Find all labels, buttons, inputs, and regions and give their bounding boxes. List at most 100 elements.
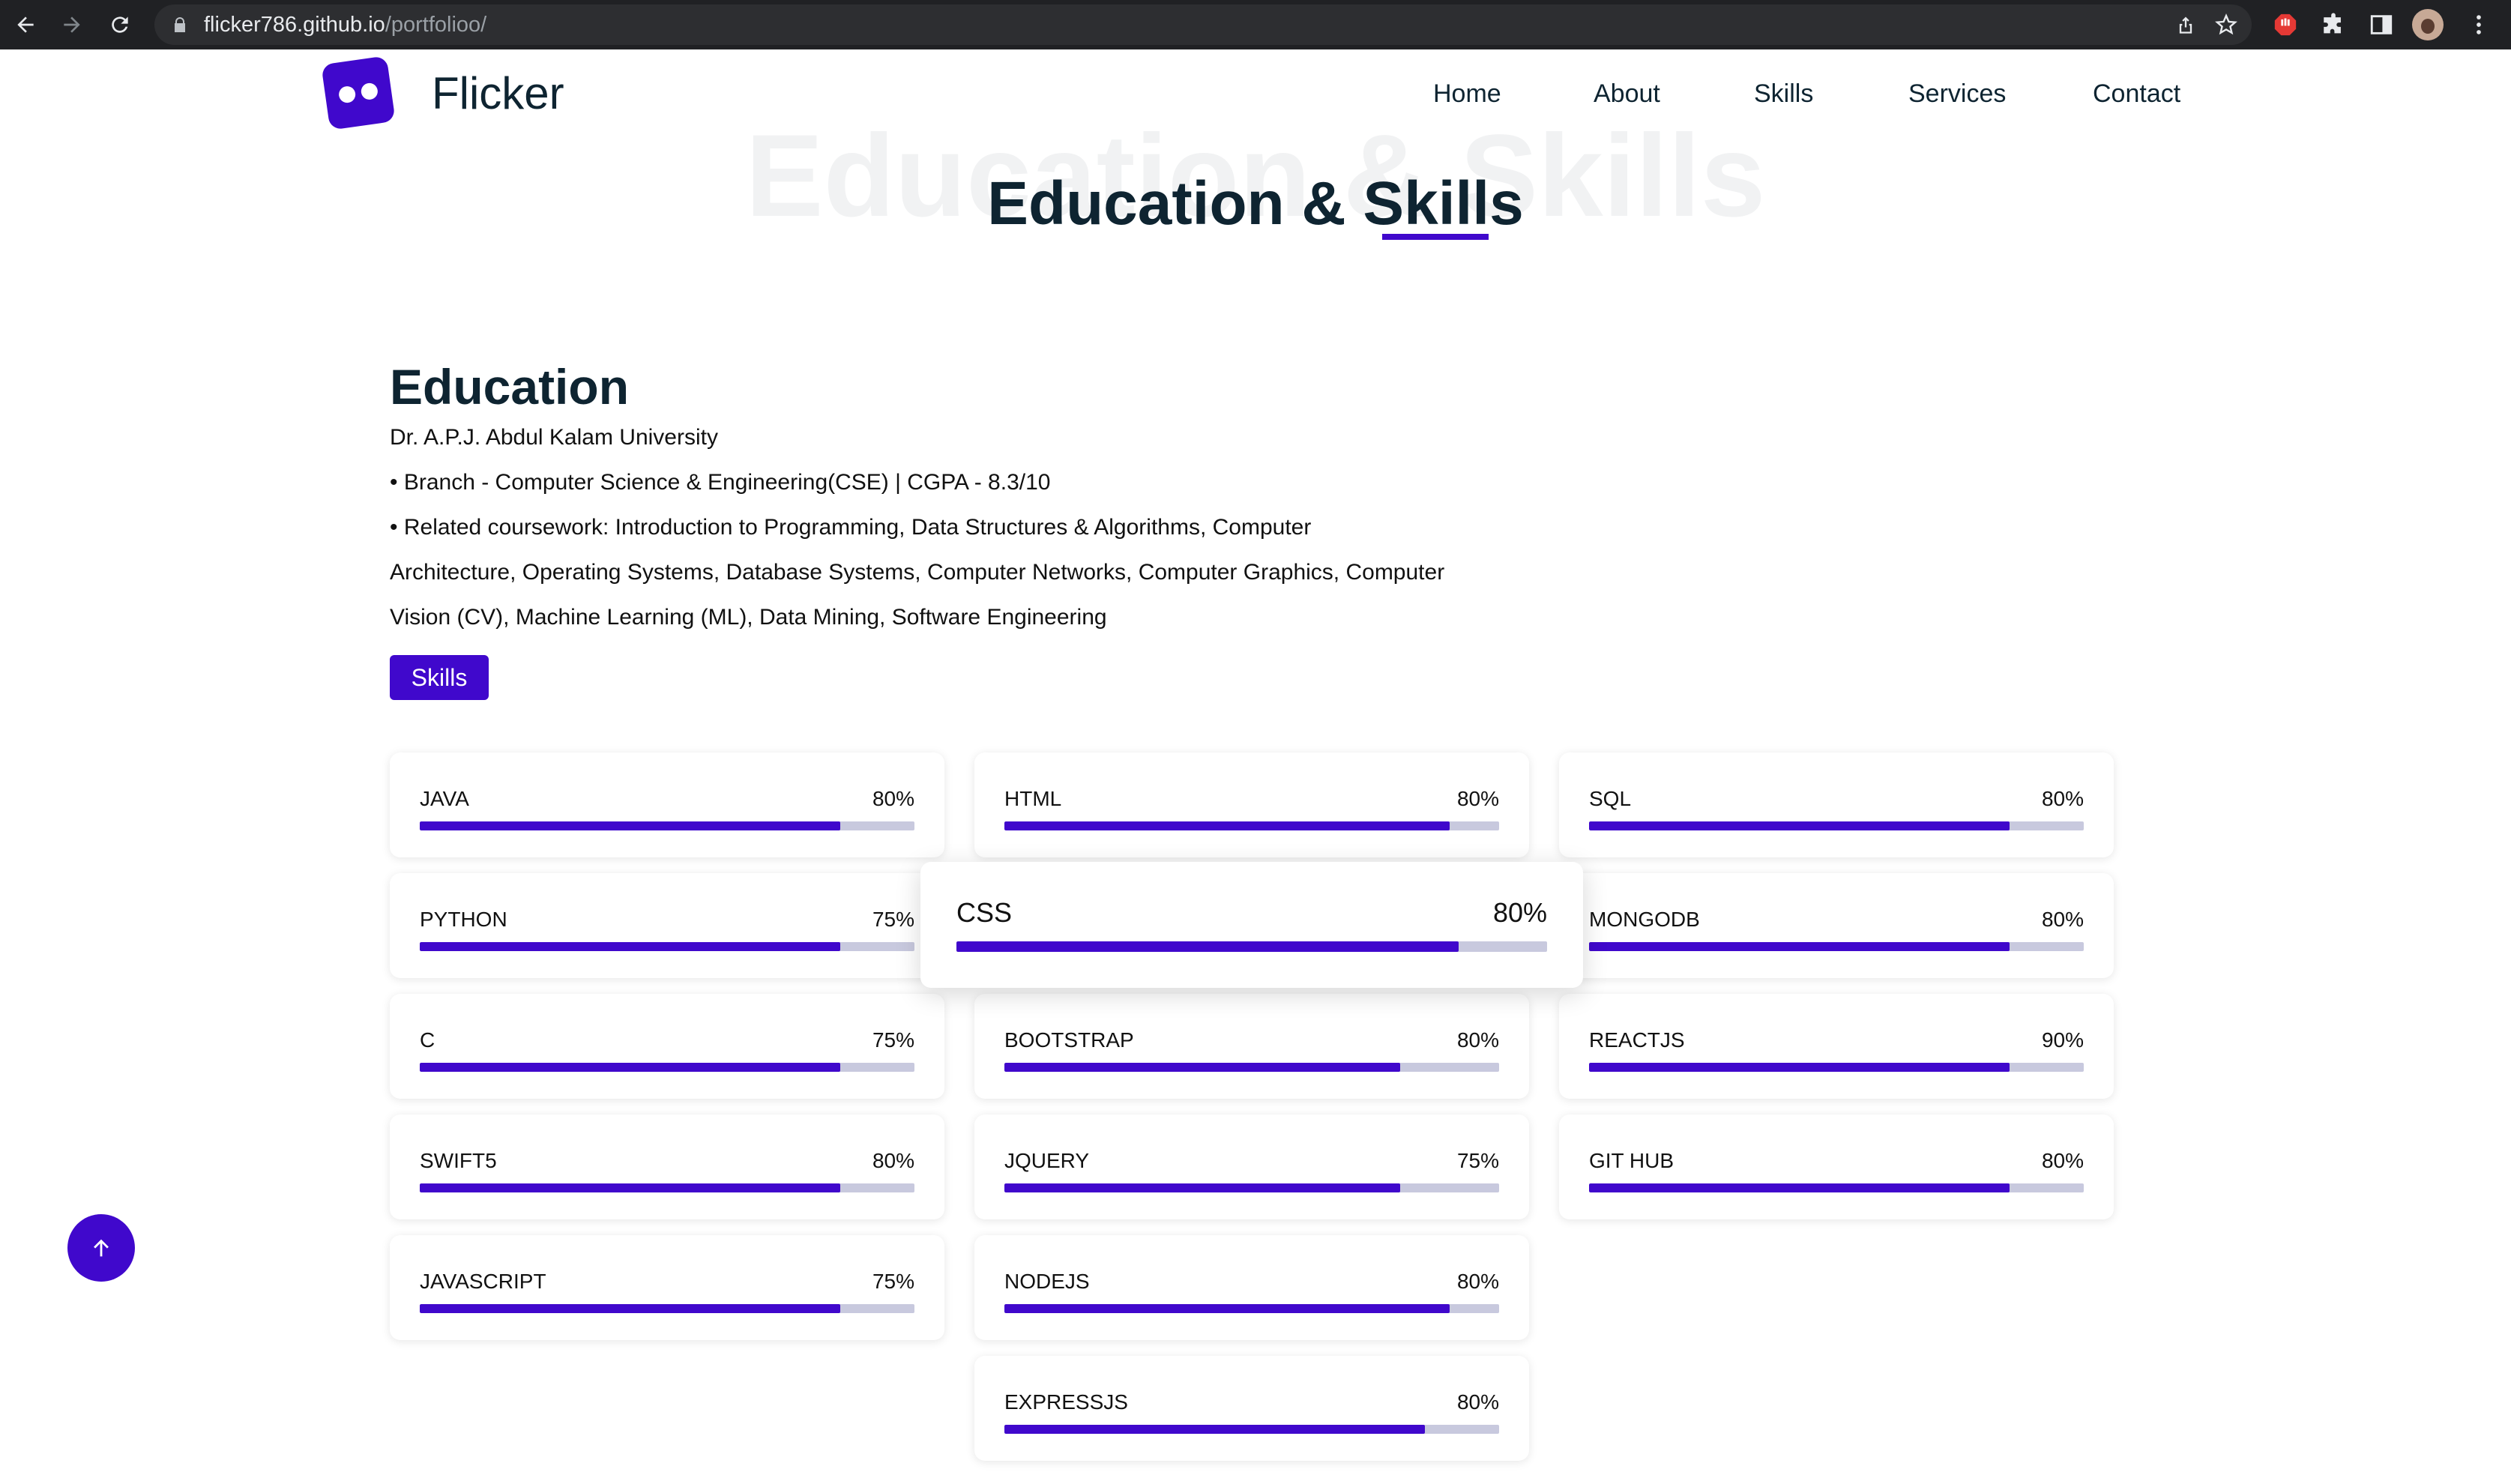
skill-card-nodejs[interactable]: NODEJS 80% [974, 1235, 1529, 1340]
skill-progress-track [1004, 1183, 1499, 1192]
skill-progress-fill [956, 941, 1459, 952]
skill-card-css[interactable]: CSS 80% [920, 862, 1583, 988]
nav-contact[interactable]: Contact [2093, 79, 2181, 108]
skill-progress-fill [1004, 1183, 1400, 1192]
skill-percent: 75% [1456, 1149, 1499, 1172]
education-university: Dr. A.P.J. Abdul Kalam University [390, 425, 718, 450]
skill-name: PYTHON [420, 908, 507, 931]
skill-name: SQL [1589, 787, 1632, 810]
education-coursework-line-1: • Related coursework: Introduction to Pr… [390, 515, 1312, 540]
skill-progress-track [1004, 821, 1499, 830]
skill-card-expressjs[interactable]: EXPRESSJS 80% [974, 1356, 1529, 1461]
nav-services[interactable]: Services [1908, 79, 2007, 108]
skill-progress-track [420, 1183, 914, 1192]
skill-name: JAVASCRIPT [420, 1270, 546, 1293]
skill-progress-fill [1589, 1183, 2010, 1192]
skill-progress-track [420, 942, 914, 951]
skill-progress-fill [1589, 821, 2010, 830]
profile-avatar-icon[interactable] [2412, 9, 2444, 40]
education-coursework-line-3: Vision (CV), Machine Learning (ML), Data… [390, 605, 1107, 630]
skill-percent: 80% [2041, 1149, 2084, 1172]
skill-card-java[interactable]: JAVA 80% [390, 752, 944, 857]
extensions-puzzle-icon[interactable] [2318, 9, 2349, 40]
skill-card-html[interactable]: HTML 80% [974, 752, 1529, 857]
skill-progress-fill [1004, 821, 1450, 830]
back-arrow-icon[interactable] [7, 7, 43, 43]
skill-percent: 90% [2041, 1028, 2084, 1052]
education-coursework-line-2: Architecture, Operating Systems, Databas… [390, 560, 1445, 585]
skill-progress-fill [420, 942, 840, 951]
browser-toolbar: flicker786.github.io/portfolioo/ [0, 0, 2511, 49]
skill-percent: 80% [2041, 787, 2084, 810]
skill-percent: 75% [872, 908, 914, 931]
section-ghost-title: Education & Skills [745, 111, 1766, 241]
scroll-top-button[interactable] [67, 1214, 135, 1282]
skill-name: GIT HUB [1589, 1149, 1674, 1172]
nav-skills[interactable]: Skills [1754, 79, 1814, 108]
skill-name: CSS [956, 897, 1013, 928]
skill-card-javascript[interactable]: JAVASCRIPT 75% [390, 1235, 944, 1340]
address-bar[interactable]: flicker786.github.io/portfolioo/ [154, 4, 2252, 45]
skill-progress-track [1004, 1063, 1499, 1072]
skill-progress-fill [1004, 1304, 1450, 1313]
section-title: Education & Skills [987, 169, 1524, 238]
skill-name: JAVA [420, 787, 469, 810]
skill-name: JQUERY [1004, 1149, 1090, 1172]
skill-progress-track [420, 821, 914, 830]
skill-progress-fill [420, 1183, 840, 1192]
skill-card-jquery[interactable]: JQUERY 75% [974, 1114, 1529, 1219]
skill-progress-fill [1004, 1425, 1425, 1434]
skill-percent: 80% [1456, 1390, 1499, 1414]
side-panel-icon[interactable] [2366, 9, 2397, 40]
nav-about[interactable]: About [1594, 79, 1660, 108]
share-icon[interactable] [2175, 14, 2196, 35]
url-text: flicker786.github.io/portfolioo/ [204, 13, 486, 37]
menu-kebab-icon[interactable] [2463, 9, 2495, 40]
skill-progress-track [1589, 942, 2084, 951]
skill-card-swift5[interactable]: SWIFT5 80% [390, 1114, 944, 1219]
reload-icon[interactable] [102, 7, 138, 43]
url-path: /portfolioo/ [385, 13, 487, 37]
skill-card-mongodb[interactable]: MONGODB 80% [1559, 873, 2114, 978]
skill-progress-fill [420, 1063, 840, 1072]
star-icon[interactable] [2214, 13, 2238, 37]
education-heading: Education [390, 359, 630, 414]
skill-name: NODEJS [1004, 1270, 1090, 1293]
skill-card-reactjs[interactable]: REACTJS 90% [1559, 994, 2114, 1099]
skill-progress-track [1589, 1063, 2084, 1072]
skill-card-c[interactable]: C 75% [390, 994, 944, 1099]
skill-percent: 80% [1456, 1028, 1499, 1052]
skill-percent: 80% [1456, 787, 1499, 810]
skill-percent: 80% [872, 1149, 914, 1172]
skill-percent: 80% [1492, 897, 1547, 928]
skill-name: SWIFT5 [420, 1149, 497, 1172]
skill-progress-track [1589, 1183, 2084, 1192]
skill-progress-track [956, 941, 1547, 952]
skill-name: MONGODB [1589, 908, 1700, 931]
skill-progress-fill [420, 821, 840, 830]
skill-progress-fill [1589, 942, 2010, 951]
skill-card-git-hub[interactable]: GIT HUB 80% [1559, 1114, 2114, 1219]
skill-card-bootstrap[interactable]: BOOTSTRAP 80% [974, 994, 1529, 1099]
skill-percent: 80% [2041, 908, 2084, 931]
url-host: flicker786.github.io [204, 13, 385, 37]
skill-name: HTML [1004, 787, 1062, 810]
skill-progress-fill [420, 1304, 840, 1313]
skill-percent: 80% [872, 787, 914, 810]
skill-percent: 80% [1456, 1270, 1499, 1293]
skill-name: BOOTSTRAP [1004, 1028, 1134, 1052]
skill-percent: 75% [872, 1270, 914, 1293]
extension-adblock-icon[interactable] [2270, 9, 2301, 40]
education-branch: • Branch - Computer Science & Engineerin… [390, 470, 1051, 495]
skill-progress-track [420, 1063, 914, 1072]
brand-name[interactable]: Flicker [432, 68, 564, 118]
arrow-up-icon [94, 1239, 109, 1257]
skills-button[interactable]: Skills [390, 655, 489, 700]
skill-percent: 75% [872, 1028, 914, 1052]
nav-home[interactable]: Home [1433, 79, 1501, 108]
skill-progress-track [420, 1304, 914, 1313]
forward-arrow-icon[interactable] [54, 7, 90, 43]
skill-card-sql[interactable]: SQL 80% [1559, 752, 2114, 857]
title-underline [1382, 234, 1489, 240]
skill-card-python[interactable]: PYTHON 75% [390, 873, 944, 978]
